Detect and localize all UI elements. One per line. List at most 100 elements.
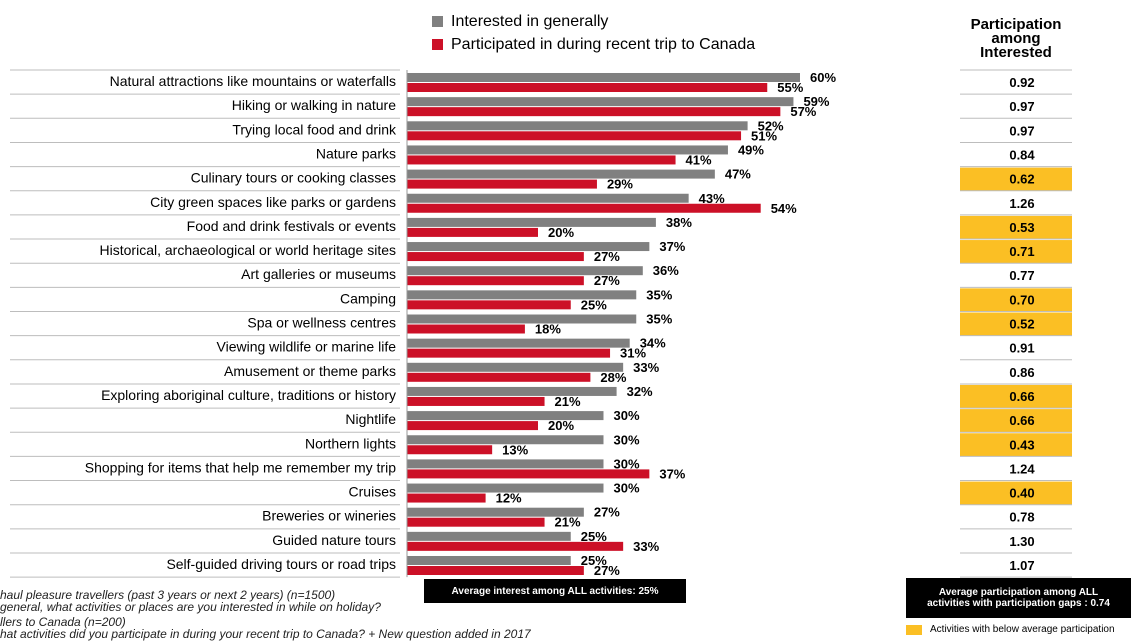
participation-bar: [407, 203, 761, 213]
category-label: Spa or wellness centres: [247, 315, 396, 331]
interest-bar: [407, 531, 571, 541]
interest-bar: [407, 169, 715, 179]
interest-bar: [407, 290, 637, 300]
participation-value-label: 51%: [751, 128, 777, 143]
participation-value-label: 57%: [790, 104, 816, 119]
participation-bar: [407, 348, 611, 358]
participation-ratio-value: 0.40: [1009, 486, 1034, 501]
legend-item-interested: Interested in generally: [432, 10, 755, 33]
category-label: Exploring aboriginal culture, traditions…: [101, 387, 396, 403]
interest-value-label: 47%: [725, 167, 751, 182]
interest-value-label: 27%: [594, 505, 620, 520]
participation-bar: [407, 227, 538, 237]
participation-bar: [407, 469, 650, 479]
ratio-header-line: Interested: [980, 44, 1052, 61]
category-label: City green spaces like parks or gardens: [150, 194, 396, 210]
ratio-highlight-cell: [960, 240, 1072, 264]
interest-bar: [407, 314, 637, 324]
interest-bar: [407, 556, 571, 565]
legend-item-participated: Participated in during recent trip to Ca…: [432, 33, 755, 56]
participation-value-label: 27%: [594, 249, 620, 264]
participation-bar: [407, 445, 493, 455]
interest-value-label: 38%: [666, 215, 692, 230]
interest-bar: [407, 73, 800, 82]
category-label: Breweries or wineries: [262, 508, 396, 524]
participation-bar: [407, 131, 742, 141]
participation-ratio-value: 0.62: [1009, 172, 1034, 187]
participation-value-label: 37%: [659, 466, 685, 481]
interest-bar: [407, 435, 604, 445]
participation-ratio-value: 1.30: [1009, 534, 1034, 549]
participation-ratio-value: 0.78: [1009, 510, 1034, 525]
footnote-base-1: haul pleasure travellers (past 3 years o…: [0, 588, 336, 602]
participation-ratio-value: 0.77: [1009, 268, 1034, 283]
participation-value-label: 13%: [502, 442, 528, 457]
participation-bar: [407, 107, 781, 117]
category-label: Camping: [340, 290, 396, 306]
interest-bar: [407, 459, 604, 469]
highlight-key: Activities with below average participat…: [906, 624, 1115, 635]
category-label: Self-guided driving tours or road trips: [166, 556, 396, 572]
category-label: Culinary tours or cooking classes: [191, 170, 396, 186]
participation-value-label: 25%: [581, 297, 607, 312]
category-label: Hiking or walking in nature: [232, 97, 396, 113]
interest-bar: [407, 338, 630, 348]
ratio-header-line: Participation: [970, 16, 1062, 33]
interest-value-label: 43%: [699, 191, 725, 206]
ratio-highlight-cell: [960, 384, 1072, 409]
participation-value-label: 27%: [594, 563, 620, 578]
participation-bar: [407, 276, 584, 286]
interest-value-label: 30%: [614, 432, 640, 447]
footnote-base-2: llers to Canada (n=200): [0, 615, 126, 629]
participation-bar: [407, 493, 486, 503]
category-label: Shopping for items that help me remember…: [85, 459, 396, 475]
interest-bar: [407, 242, 650, 252]
interest-value-label: 25%: [581, 553, 607, 568]
interest-bar: [407, 193, 689, 203]
participation-bar: [407, 541, 624, 551]
participation-ratio-value: 0.92: [1009, 75, 1034, 90]
participation-value-label: 55%: [777, 80, 803, 95]
interest-value-label: 35%: [646, 312, 672, 327]
highlight-key-label: Activities with below average participat…: [930, 624, 1115, 635]
interest-bar: [407, 145, 728, 155]
category-label: Trying local food and drink: [232, 121, 397, 137]
participation-bar: [407, 179, 597, 189]
participation-bar: [407, 252, 584, 262]
participation-ratio-value: 1.26: [1009, 196, 1034, 211]
interest-bar: [407, 97, 794, 107]
participation-value-label: 20%: [548, 225, 574, 240]
average-interest-box: Average interest among ALL activities: 2…: [424, 579, 686, 603]
interest-value-label: 25%: [581, 529, 607, 544]
participation-value-label: 33%: [633, 539, 659, 554]
interest-value-label: 30%: [614, 481, 640, 496]
footnote-question-2: hat activities did you participate in du…: [0, 627, 531, 641]
interest-bar: [407, 507, 584, 517]
category-label: Nightlife: [345, 411, 396, 427]
average-participation-line: Average participation among ALL: [938, 587, 1099, 598]
participation-value-label: 20%: [548, 418, 574, 433]
interest-value-label: 34%: [640, 336, 666, 351]
interest-value-label: 35%: [646, 287, 672, 302]
average-participation-box: Average participation among ALL activiti…: [906, 578, 1131, 618]
participation-ratio-value: 0.66: [1009, 413, 1034, 428]
average-participation-line: activities with participation gaps : 0.7…: [927, 598, 1110, 609]
participation-value-label: 21%: [555, 515, 581, 530]
participation-bar: [407, 155, 676, 165]
participation-bar: [407, 324, 525, 334]
participation-value-label: 41%: [686, 152, 712, 167]
interest-value-label: 33%: [633, 360, 659, 375]
participation-value-label: 54%: [771, 201, 797, 216]
interest-value-label: 30%: [614, 408, 640, 423]
participation-bar: [407, 83, 768, 92]
category-label: Natural attractions like mountains or wa…: [110, 73, 396, 89]
participation-ratio-value: 1.07: [1009, 558, 1034, 573]
category-label: Historical, archaeological or world heri…: [100, 242, 396, 258]
participation-value-label: 27%: [594, 273, 620, 288]
legend-swatch-participated: [432, 39, 443, 50]
participation-value-label: 31%: [620, 346, 646, 361]
category-label: Food and drink festivals or events: [187, 218, 396, 234]
participation-ratio-value: 0.70: [1009, 292, 1034, 307]
category-label: Northern lights: [305, 435, 396, 451]
participation-ratio-value: 0.97: [1009, 99, 1034, 114]
